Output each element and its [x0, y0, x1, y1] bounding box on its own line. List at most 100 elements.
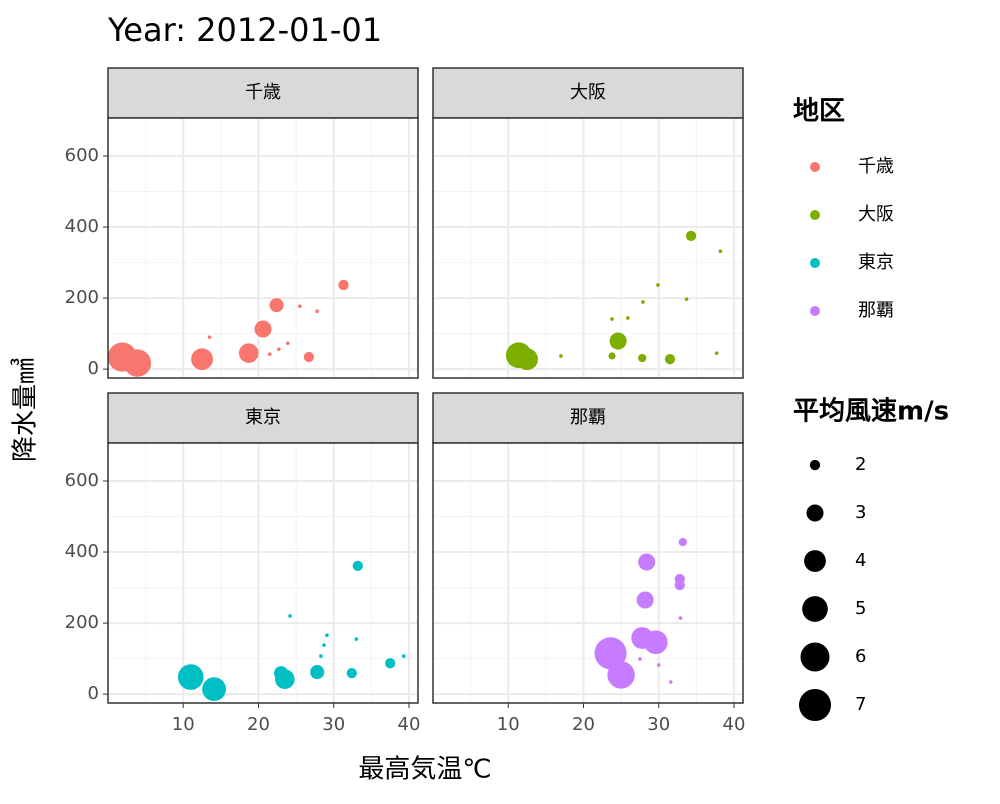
point [288, 614, 292, 618]
point [310, 665, 325, 680]
point [238, 343, 259, 363]
x-axis-label: 最高気温℃ [358, 755, 491, 785]
legend-key [810, 210, 820, 220]
y-tick-label: 400 [65, 216, 99, 237]
x-tick-label: 30 [647, 714, 670, 735]
panel-background [433, 118, 743, 378]
point [656, 663, 661, 667]
point [664, 354, 676, 365]
panel-border [432, 117, 744, 379]
strip-label: 東京 [245, 407, 281, 428]
legend-label: 大阪 [858, 204, 894, 225]
legend-key [810, 306, 820, 316]
point [276, 347, 281, 352]
size-legend-key [802, 596, 828, 622]
y-tick-label: 0 [88, 683, 99, 704]
legend-label: 東京 [858, 252, 894, 273]
legend-key [810, 258, 820, 268]
point [267, 352, 272, 357]
point [298, 304, 302, 309]
point [636, 591, 654, 609]
point [559, 354, 563, 358]
y-axis-label: 降水量㎣ [11, 358, 41, 462]
point [269, 298, 284, 313]
point [643, 630, 668, 655]
strip [432, 392, 744, 444]
point [177, 664, 204, 690]
point [202, 677, 227, 702]
size-legend-title: 平均風速m/s [793, 397, 949, 427]
point [607, 661, 635, 689]
point [638, 553, 656, 571]
size-legend-label: 7 [855, 694, 866, 715]
legend-label: 那覇 [858, 300, 894, 321]
panel-border [107, 442, 419, 704]
size-legend-key [806, 504, 824, 522]
size-legend-key [804, 550, 826, 572]
point [610, 317, 614, 321]
point [594, 637, 627, 670]
legend-title: 地区 [793, 97, 845, 127]
x-tick-label: 40 [723, 714, 746, 735]
panel-background [108, 443, 418, 703]
point [638, 657, 642, 661]
size-legend-key [798, 688, 832, 722]
point [714, 351, 719, 355]
point [678, 616, 683, 620]
panel-border [107, 117, 419, 379]
legend-label: 千歳 [858, 156, 894, 177]
point [668, 680, 673, 684]
strip-label: 千歳 [245, 82, 281, 103]
size-legend-label: 6 [855, 646, 866, 667]
size-legend-label: 5 [855, 598, 866, 619]
size-legend-key [809, 459, 821, 471]
y-tick-label: 200 [65, 612, 99, 633]
strip [107, 67, 419, 119]
point [123, 349, 152, 377]
point [286, 341, 290, 346]
point [609, 332, 627, 350]
size-legend-label: 3 [855, 502, 866, 523]
x-tick-label: 10 [497, 714, 520, 735]
point [718, 249, 723, 254]
point [678, 537, 687, 547]
x-tick-label: 30 [322, 714, 345, 735]
point [275, 669, 295, 689]
strip [107, 392, 419, 444]
strip-label: 那覇 [570, 407, 606, 428]
size-legend-label: 4 [855, 550, 866, 571]
point [608, 352, 616, 360]
point [254, 320, 272, 338]
point [325, 633, 329, 637]
point [191, 348, 213, 371]
point [401, 654, 406, 658]
point [656, 283, 660, 287]
point [322, 643, 326, 647]
y-tick-label: 200 [65, 287, 99, 308]
y-tick-label: 600 [65, 470, 99, 491]
point [346, 668, 357, 679]
point [626, 316, 630, 320]
point [303, 351, 315, 363]
point [385, 658, 396, 669]
point [674, 579, 685, 591]
point [207, 335, 212, 339]
point [641, 300, 645, 304]
legend-key [810, 162, 820, 172]
point [338, 279, 349, 291]
panel-background [433, 443, 743, 703]
point [354, 637, 359, 641]
size-legend-label: 2 [855, 454, 866, 475]
point [685, 230, 697, 242]
chart-title: Year: 2012-01-01 [107, 11, 382, 49]
y-tick-label: 600 [65, 145, 99, 166]
point [638, 353, 647, 363]
y-tick-label: 400 [65, 541, 99, 562]
strip-label: 大阪 [570, 82, 606, 103]
point [315, 309, 319, 314]
x-tick-label: 40 [398, 714, 421, 735]
x-tick-label: 20 [572, 714, 595, 735]
point [352, 560, 363, 572]
point [684, 297, 689, 301]
